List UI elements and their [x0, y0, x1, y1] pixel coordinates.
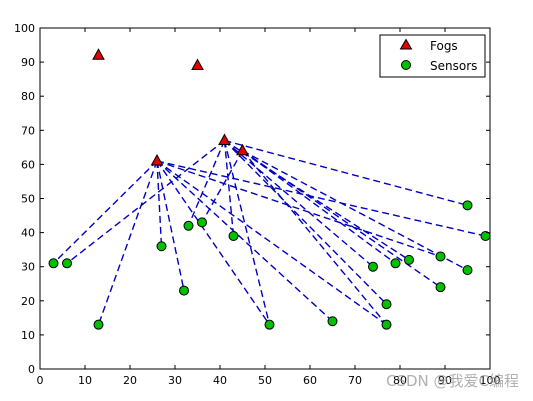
- y-tick-label: 60: [21, 158, 35, 171]
- y-tick-label: 0: [28, 363, 35, 376]
- y-tick-label: 70: [21, 124, 35, 137]
- y-tick-label: 100: [14, 22, 35, 35]
- link-line: [97, 160, 158, 325]
- link-line: [156, 160, 486, 237]
- sensor-markers: [48, 200, 491, 330]
- fog-point: [236, 143, 249, 156]
- x-tick-label: 40: [213, 374, 227, 387]
- fog-point: [218, 133, 231, 146]
- fog-sensor-links: [53, 139, 486, 326]
- sensor-point: [462, 200, 473, 211]
- x-tick-label: 10: [78, 374, 92, 387]
- axis-ticks: 0 10 20 30 40 50 60 70 80 90 100 0 10 20 30 40 50 60 70 80 9…: [14, 22, 501, 387]
- x-tick-label: 80: [393, 374, 407, 387]
- sensor-point: [62, 258, 72, 269]
- y-tick-label: 90: [21, 56, 35, 69]
- sensor-point: [462, 265, 473, 276]
- sensor-point: [327, 316, 338, 327]
- sensor-point: [381, 299, 392, 310]
- link-line: [224, 139, 468, 206]
- sensor-point: [368, 261, 378, 272]
- sensor-point: [93, 319, 104, 330]
- sensor-point: [156, 241, 167, 252]
- legend-fog-icon: [399, 38, 413, 50]
- y-tick-label: 80: [21, 90, 35, 103]
- fog-point: [92, 48, 105, 60]
- sensor-point: [480, 231, 491, 242]
- y-tick-label: 40: [21, 227, 35, 240]
- y-tick-label: 50: [21, 193, 35, 206]
- x-tick-label: 90: [438, 374, 452, 387]
- fog-point: [150, 153, 164, 166]
- watermark: CSDN @我爱C编程: [385, 372, 519, 390]
- sensor-point: [183, 220, 194, 231]
- link-line: [156, 160, 333, 322]
- link-line: [156, 160, 271, 326]
- link-line: [66, 139, 225, 264]
- link-line: [242, 150, 468, 271]
- sensor-point: [228, 231, 239, 242]
- fog-point: [191, 58, 204, 71]
- link-line: [242, 150, 396, 264]
- legend-sensor-label: Sensors: [430, 59, 477, 73]
- x-tick-label: 20: [123, 374, 137, 387]
- link-line: [53, 160, 158, 264]
- legend: Fogs Sensors: [379, 34, 486, 78]
- sensor-point: [264, 319, 275, 330]
- sensor-point: [197, 217, 207, 228]
- sensor-point: [435, 251, 446, 262]
- legend-box: [379, 34, 486, 78]
- sensor-point: [179, 285, 189, 296]
- link-line: [224, 140, 387, 305]
- fog-markers: [92, 48, 249, 166]
- x-tick-label: 70: [348, 374, 362, 387]
- link-line: [223, 140, 235, 237]
- x-tick-label: 50: [258, 374, 272, 387]
- x-tick-label: 0: [37, 374, 44, 387]
- y-tick-label: 30: [21, 261, 35, 274]
- link-line: [241, 150, 388, 326]
- link-line: [156, 160, 185, 291]
- link-line: [156, 160, 163, 247]
- x-tick-label: 60: [303, 374, 317, 387]
- x-tick-label: 30: [168, 374, 182, 387]
- sensor-point: [404, 254, 414, 265]
- link-line: [201, 150, 244, 223]
- plot-area: [39, 27, 491, 370]
- link-line: [156, 160, 387, 326]
- y-tick-label: 10: [21, 329, 35, 342]
- legend-sensor-icon: [401, 60, 411, 70]
- y-tick-label: 20: [21, 295, 35, 308]
- sensor-point: [435, 282, 446, 293]
- link-line: [223, 140, 271, 325]
- link-line: [156, 160, 441, 258]
- sensor-point: [381, 319, 392, 330]
- link-line: [187, 140, 226, 227]
- sensor-point: [390, 258, 401, 269]
- legend-fog-label: Fogs: [430, 39, 458, 53]
- sensor-point: [48, 258, 59, 269]
- x-tick-label: 100: [480, 374, 501, 387]
